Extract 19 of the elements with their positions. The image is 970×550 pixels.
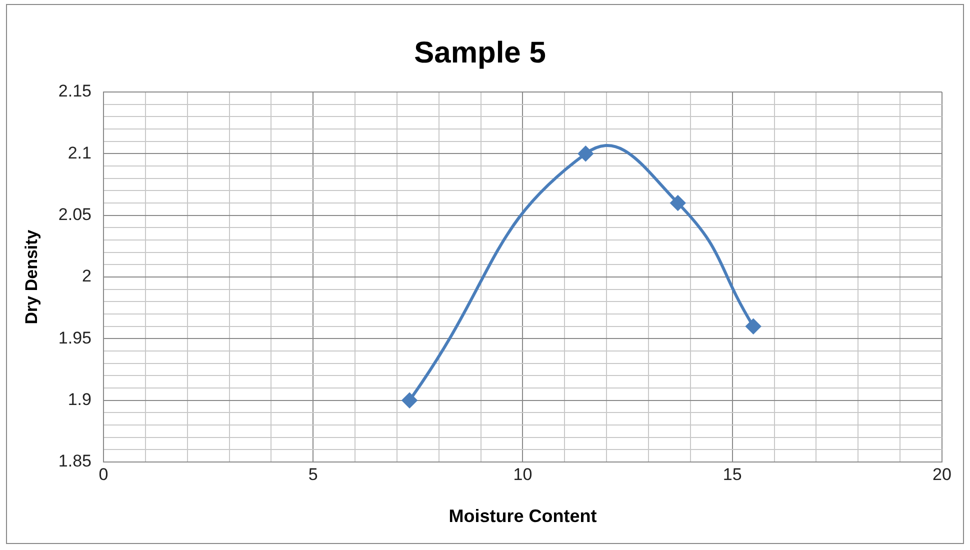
y-tick-label: 1.85 [58,452,92,471]
y-axis-title: Dry Density [22,229,41,324]
point [578,146,594,162]
y-tick-label: 2.05 [58,205,92,224]
y-tick-label: 2 [82,266,92,286]
x-tick-label: 10 [513,464,532,484]
point [402,392,418,408]
x-tick-label: 0 [98,464,108,484]
y-tick-label: 2.15 [58,82,92,101]
y-tick-label: 2.1 [68,143,92,162]
point [670,196,686,210]
y-tick-label: 1.9 [68,390,92,410]
x-axis-title: Moisture Content [448,506,597,526]
x-tick-label: 5 [308,464,318,484]
y-tick-label: 1.95 [58,328,92,348]
x-tick-label: 15 [722,464,742,484]
chart-title: Sample 5 [414,36,546,70]
point [746,318,761,334]
x-tick-label: 20 [932,464,952,484]
